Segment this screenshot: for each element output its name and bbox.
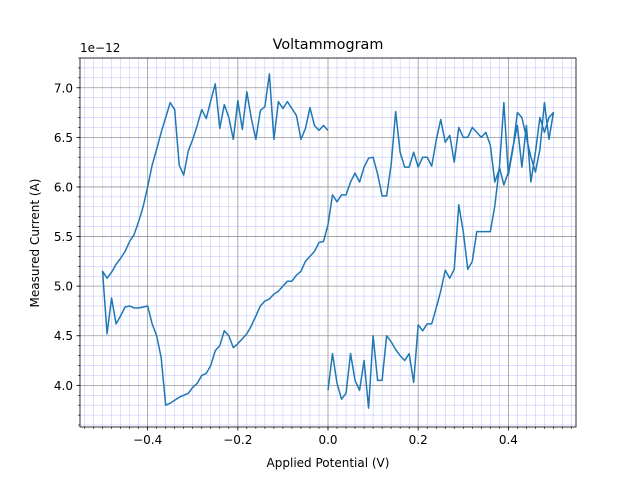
y-tick-label: 6.5 (54, 131, 73, 145)
data-series-line (101, 73, 555, 409)
y-tick-label: 5.0 (54, 280, 73, 294)
axes: −0.4 −0.2 0.0 0.2 0.4 4.0 4.5 5.0 5.5 6.0 6.5 7.0 (54, 57, 577, 447)
y-axis-offset-label: 1e−12 (80, 41, 120, 55)
x-tick-label: 0.0 (318, 433, 337, 447)
x-tick-label: 0.2 (409, 433, 428, 447)
y-tick-label: 7.0 (54, 81, 73, 95)
chart-title: Voltammogram (273, 37, 384, 53)
grid (80, 57, 576, 427)
y-axis-label: Measured Current (A) (28, 179, 42, 308)
x-axis-label: Applied Potential (V) (267, 456, 390, 470)
x-tick-label: −0.2 (223, 433, 252, 447)
y-tick-label: 5.5 (54, 230, 73, 244)
x-tick-label: −0.4 (133, 433, 162, 447)
y-tick-label: 4.5 (54, 329, 73, 343)
y-tick-label: 4.0 (54, 379, 73, 393)
plot-area (101, 73, 555, 409)
y-tick-label: 6.0 (54, 180, 73, 194)
x-tick-label: 0.4 (499, 433, 518, 447)
